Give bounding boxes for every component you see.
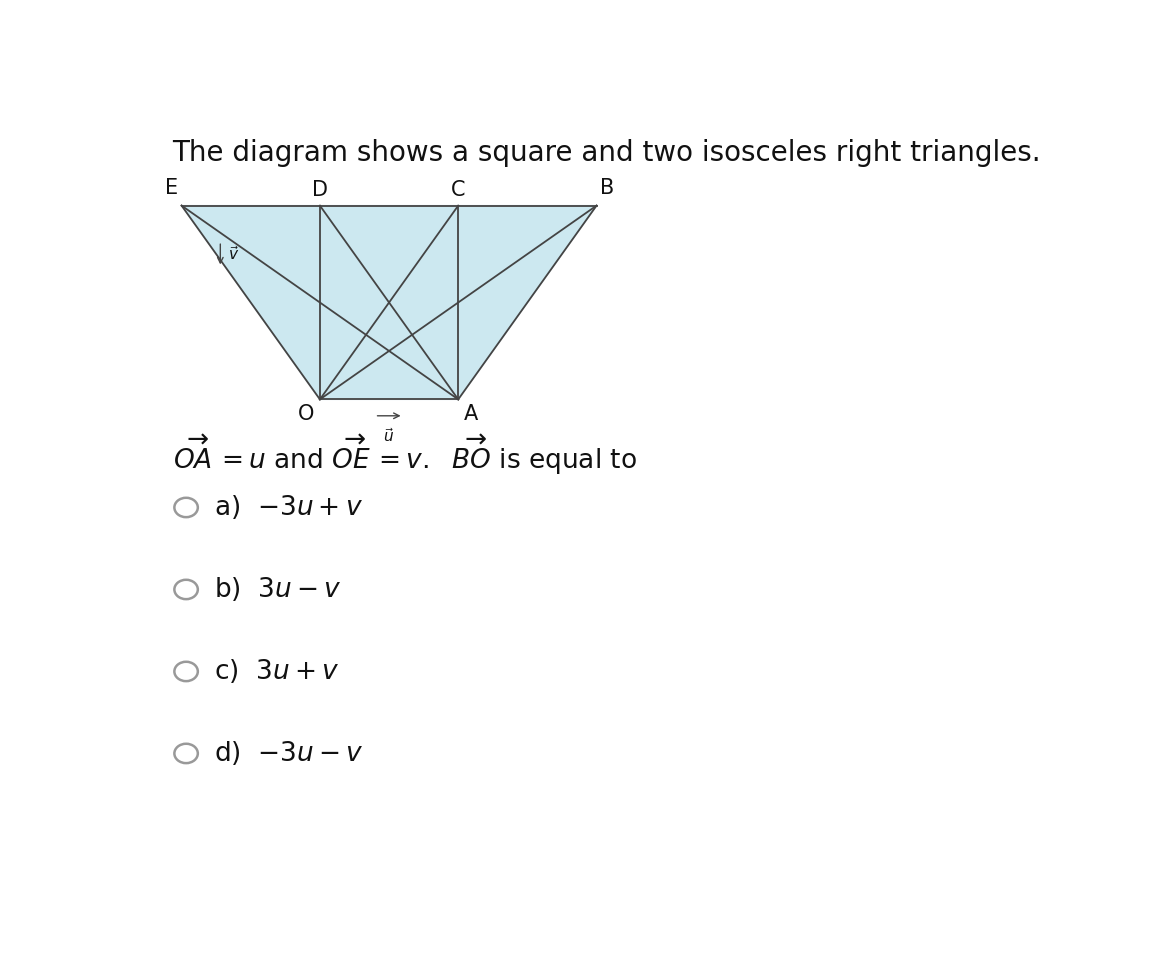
Text: E: E bbox=[165, 178, 178, 198]
Text: c)  $3u + v$: c) $3u + v$ bbox=[214, 657, 340, 685]
Text: $\overrightarrow{OA}$$\,=u$ and $\overrightarrow{OE}$$\,=v.$  $\overrightarrow{B: $\overrightarrow{OA}$$\,=u$ and $\overri… bbox=[172, 433, 637, 477]
Text: b)  $3u - v$: b) $3u - v$ bbox=[214, 575, 342, 603]
Text: A: A bbox=[463, 404, 478, 424]
Text: a)  $-3u + v$: a) $-3u + v$ bbox=[214, 494, 363, 522]
Polygon shape bbox=[182, 205, 597, 400]
Text: C: C bbox=[450, 180, 466, 200]
Text: The diagram shows a square and two isosceles right triangles.: The diagram shows a square and two isosc… bbox=[172, 138, 1041, 166]
Text: O: O bbox=[298, 404, 314, 424]
Text: $\vec{v}$: $\vec{v}$ bbox=[227, 245, 239, 263]
Text: B: B bbox=[599, 178, 615, 198]
Text: D: D bbox=[312, 180, 328, 200]
Text: d)  $-3u - v$: d) $-3u - v$ bbox=[214, 740, 364, 768]
Text: $\vec{u}$: $\vec{u}$ bbox=[383, 427, 395, 445]
